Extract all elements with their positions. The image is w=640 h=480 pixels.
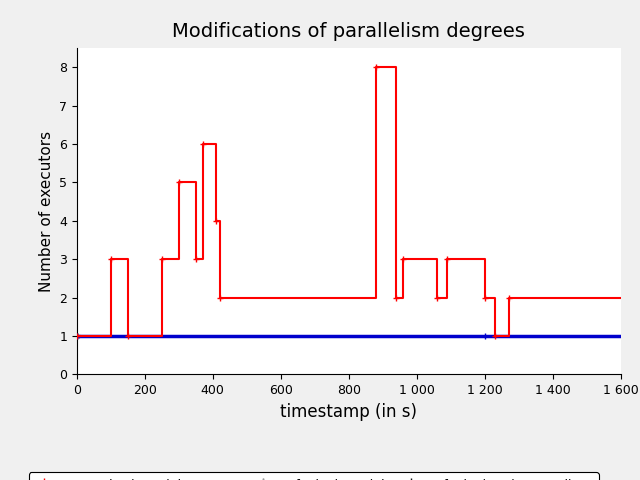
Y-axis label: Number of executors: Number of executors <box>38 131 54 292</box>
Title: Modifications of parallelism degrees: Modifications of parallelism degrees <box>172 22 525 41</box>
X-axis label: timestamp (in s): timestamp (in s) <box>280 403 417 420</box>
Legend: AutoscaleMin_L.sink, AutoscaleMin_L.intermediate, DefaultMin_L.sink, DefaultMin_: AutoscaleMin_L.sink, AutoscaleMin_L.inte… <box>29 472 599 480</box>
